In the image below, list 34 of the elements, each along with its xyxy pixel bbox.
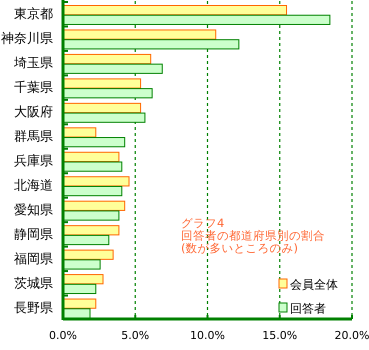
x-tick-label: 0.0% — [49, 329, 77, 342]
bar — [64, 225, 120, 236]
y-tick-label: 神奈川県 — [1, 32, 53, 47]
bar — [64, 54, 152, 64]
legend-label: 会員全体 — [290, 278, 338, 292]
bar — [64, 152, 120, 162]
y-tick-label: 埼玉県 — [13, 56, 53, 72]
bar — [64, 102, 142, 114]
bar — [64, 78, 142, 89]
bar — [64, 5, 288, 16]
bar — [64, 298, 96, 309]
y-tick-label: 大阪府 — [14, 104, 53, 120]
bar — [64, 274, 104, 284]
y-tick-label: 福岡県 — [14, 252, 53, 267]
legend-label: 回答者 — [290, 302, 326, 316]
y-tick-label: 茨城県 — [14, 276, 53, 292]
bar — [64, 250, 114, 260]
x-tick-label: 20.0% — [334, 329, 369, 342]
x-tick-label: 15.0% — [262, 329, 298, 342]
bar — [64, 127, 96, 138]
y-tick-label: 北海道 — [14, 178, 53, 194]
bar — [64, 200, 126, 211]
y-tick-label: 静岡県 — [14, 227, 53, 242]
y-tick-label: 千葉県 — [14, 80, 53, 96]
x-tick-label: 10.0% — [190, 329, 225, 342]
bar — [64, 29, 216, 40]
annotation: グラフ4 回答者の都道府県別の割合 (数が多いところのみ) — [181, 216, 325, 255]
y-tick-label: 兵庫県 — [14, 153, 53, 169]
y-tick-label: 愛知県 — [14, 202, 53, 218]
y-tick-label: 東京都 — [14, 7, 53, 22]
bar — [64, 176, 130, 186]
y-tick-label: 長野県 — [14, 300, 53, 316]
y-tick-label: 群馬県 — [14, 130, 53, 145]
x-tick-label: 5.0% — [121, 329, 150, 342]
